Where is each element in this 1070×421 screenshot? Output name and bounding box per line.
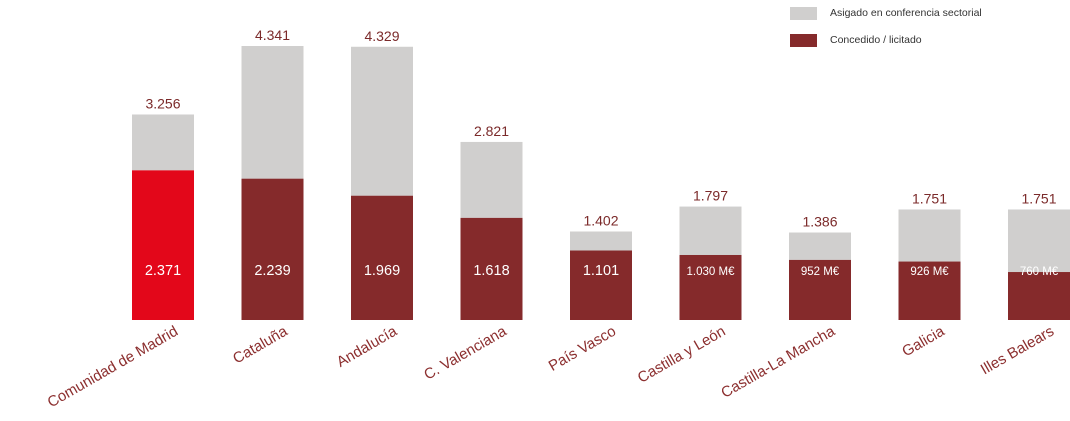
- bar-granted: [460, 217, 523, 320]
- legend: Asigado en conferencia sectorial Concedi…: [790, 6, 982, 60]
- bar-assigned: [570, 231, 632, 251]
- legend-item-asignado: Asigado en conferencia sectorial: [790, 6, 982, 20]
- total-value-label: 3.256: [145, 95, 180, 111]
- bar-granted: [570, 250, 632, 320]
- total-value-label: 4.329: [364, 28, 399, 44]
- category-label: Cataluña: [230, 322, 291, 367]
- category-label: Castilla-La Mancha: [718, 322, 838, 401]
- category-label: Comunidad de Madrid: [45, 323, 181, 412]
- category-label: País Vasco: [546, 323, 619, 375]
- bar-assigned: [241, 46, 304, 179]
- bar-assigned: [898, 209, 961, 262]
- total-value-label: 1.797: [693, 188, 728, 204]
- granted-value-label: 1.618: [473, 263, 509, 279]
- legend-label-asignado: Asigado en conferencia sectorial: [830, 7, 982, 19]
- category-label: Andalucía: [334, 322, 401, 370]
- granted-value-label: 2.371: [145, 263, 181, 279]
- total-value-label: 1.751: [1021, 190, 1056, 206]
- bar-granted: [898, 261, 961, 320]
- granted-value-label: 1.969: [364, 263, 400, 279]
- category-label: Galicia: [899, 322, 948, 360]
- bar-granted: [1008, 272, 1070, 320]
- category-label: Illes Balears: [978, 323, 1057, 379]
- total-value-label: 2.821: [474, 123, 509, 139]
- bar-granted: [132, 170, 194, 320]
- legend-label-concedido: Concedido / licitado: [830, 34, 922, 46]
- bar-granted: [241, 178, 304, 320]
- bar-assigned: [679, 206, 742, 255]
- bar-assigned: [1008, 209, 1070, 273]
- total-value-label: 4.341: [255, 27, 290, 43]
- granted-value-label: 926 M€: [910, 266, 949, 278]
- granted-value-label: 1.101: [583, 263, 619, 279]
- bar-granted: [679, 254, 742, 320]
- category-label: Castilla y León: [635, 323, 729, 387]
- legend-swatch-asignado: [790, 6, 817, 20]
- bar-assigned: [132, 114, 194, 171]
- total-value-label: 1.386: [802, 214, 837, 230]
- granted-value-label: 2.239: [254, 263, 290, 279]
- bar-assigned: [789, 232, 851, 260]
- bar-granted: [789, 259, 851, 320]
- total-value-label: 1.402: [583, 213, 618, 229]
- bar-assigned: [351, 46, 413, 196]
- legend-swatch-concedido: [790, 33, 817, 47]
- legend-item-concedido: Concedido / licitado: [790, 33, 982, 47]
- category-label: C. Valenciana: [421, 322, 510, 383]
- bar-assigned: [460, 141, 523, 218]
- granted-value-label: 1.030 M€: [687, 266, 736, 278]
- granted-value-label: 760 M€: [1020, 266, 1059, 278]
- total-value-label: 1.751: [912, 190, 947, 206]
- bar-granted: [351, 195, 413, 320]
- granted-value-label: 952 M€: [801, 266, 840, 278]
